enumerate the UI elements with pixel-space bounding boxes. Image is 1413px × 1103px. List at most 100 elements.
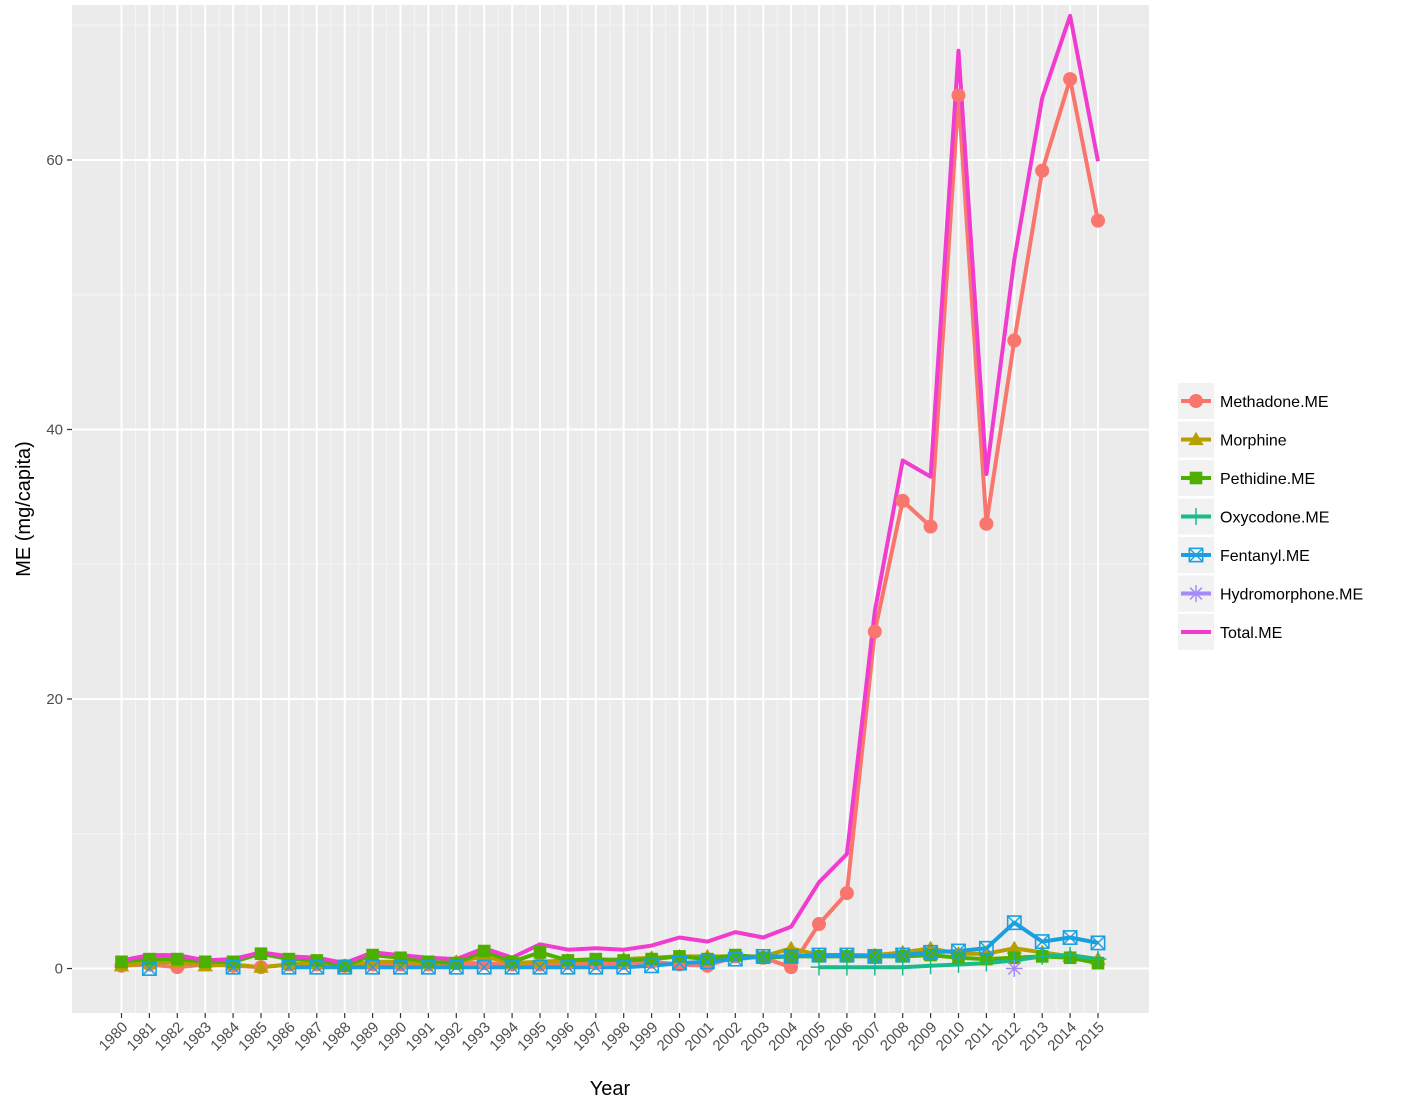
point-pethidine-me [254, 947, 268, 961]
x-tick-label: 1987 [291, 1019, 327, 1055]
point-fentanyl-me-stroke [616, 960, 631, 975]
point-pethidine-me [924, 948, 937, 962]
legend-key-marker-stroke [1188, 547, 1204, 563]
x-tick-label: 2013 [1016, 1019, 1052, 1055]
point-methadone-me [951, 88, 966, 103]
x-tick-label: 2002 [710, 1019, 746, 1055]
point-fentanyl-me [141, 961, 157, 976]
point-pethidine-me [840, 950, 854, 963]
x-tick-label: 1991 [403, 1019, 439, 1055]
point-fentanyl-me-box [476, 959, 492, 975]
point-fentanyl-me [839, 947, 855, 963]
point-fentanyl-me-box [951, 943, 966, 959]
point-fentanyl-me-box [811, 947, 827, 963]
point-fentanyl-me-box [1090, 935, 1106, 951]
point-fentanyl-me-stroke [700, 954, 715, 969]
point-fentanyl-me [895, 947, 911, 963]
point-fentanyl-me-stroke [644, 958, 659, 973]
point-fentanyl-me-box [504, 959, 520, 975]
x-tick-label: 2014 [1044, 1019, 1080, 1055]
point-pethidine-me [896, 950, 909, 963]
point-fentanyl-me-stroke [142, 961, 157, 976]
point-fentanyl-me-stroke [895, 947, 910, 963]
x-tick-label: 1996 [542, 1019, 578, 1055]
point-pethidine-me [533, 946, 547, 959]
grid-minor [72, 5, 1149, 1013]
x-axis: 1980198119821983198419851986198719881989… [96, 1013, 1108, 1054]
point-methadone-me [1007, 333, 1022, 348]
point-fentanyl-me [951, 943, 966, 959]
point-oxycodone-me [922, 957, 939, 975]
x-tick-label: 2001 [682, 1019, 718, 1055]
point-methadone-me [812, 917, 826, 932]
y-tick-label: 40 [46, 421, 63, 438]
x-tick-label: 2007 [849, 1019, 885, 1055]
point-fentanyl-me-box [672, 955, 687, 971]
point-fentanyl-me-stroke [504, 960, 520, 975]
x-tick-label: 2006 [821, 1019, 857, 1055]
point-fentanyl-me [616, 959, 632, 975]
point-methadone-me [867, 624, 882, 639]
point-fentanyl-me [867, 948, 883, 964]
x-tick-label: 1988 [319, 1019, 355, 1055]
point-fentanyl-me [1090, 935, 1106, 951]
point-oxycodone-me [1033, 948, 1051, 965]
point-fentanyl-me-box [1062, 930, 1078, 945]
point-fentanyl-me-box [365, 959, 381, 975]
point-fentanyl-me-stroke [728, 951, 743, 967]
y-tick-label: 60 [46, 152, 63, 169]
x-tick-label: 1984 [207, 1019, 243, 1055]
y-axis: 0 20 40 60 [46, 152, 72, 978]
point-fentanyl-me-stroke [477, 960, 492, 975]
point-morphine [1006, 940, 1022, 954]
point-methadone-me [923, 519, 938, 534]
legend-item-oxycodone-me: Oxycodone.ME [1178, 498, 1329, 535]
point-fentanyl-me-box [867, 948, 883, 964]
x-tick-label: 2008 [877, 1019, 913, 1055]
x-tick-label: 1990 [375, 1019, 411, 1055]
point-pethidine-me [198, 955, 212, 969]
x-tick-label: 2009 [905, 1019, 941, 1055]
point-fentanyl-me-stroke [1035, 934, 1050, 949]
point-pethidine-me [282, 952, 296, 966]
point-fentanyl-me [978, 940, 994, 956]
point-fentanyl-me [783, 948, 799, 964]
legend-key-marker-box [1188, 547, 1204, 563]
x-tick-label: 1992 [431, 1019, 467, 1055]
legend-item-fentanyl-me: Fentanyl.ME [1178, 537, 1310, 573]
point-fentanyl-me-stroke [560, 960, 576, 975]
point-fentanyl-me-box [532, 959, 548, 975]
point-fentanyl-me-stroke [923, 945, 938, 960]
point-fentanyl-me-box [588, 959, 604, 975]
point-fentanyl-me [365, 959, 381, 975]
point-fentanyl-me-box [783, 948, 799, 964]
point-fentanyl-me-box [560, 959, 576, 975]
x-tick-label: 2004 [765, 1019, 801, 1055]
point-fentanyl-me-stroke [225, 960, 241, 975]
legend-label: Oxycodone.ME [1220, 510, 1329, 527]
y-axis-title: ME (mg/capita) [13, 441, 35, 577]
point-fentanyl-me [281, 959, 297, 975]
point-fentanyl-me-stroke [1007, 915, 1022, 930]
point-oxycodone-me [866, 958, 884, 976]
point-fentanyl-me [588, 959, 604, 975]
point-fentanyl-me-box [616, 959, 632, 975]
x-tick-label: 1985 [235, 1019, 271, 1055]
point-fentanyl-me-stroke [393, 960, 408, 975]
x-tick-label: 1995 [514, 1019, 550, 1055]
legend-label: Hydromorphone.ME [1220, 587, 1363, 604]
x-tick-label: 1998 [598, 1019, 634, 1055]
point-fentanyl-me-stroke [309, 960, 324, 975]
point-fentanyl-me-box [895, 947, 911, 963]
point-fentanyl-me [532, 959, 548, 975]
x-tick-label: 1980 [96, 1019, 132, 1055]
point-fentanyl-me [923, 944, 939, 960]
point-fentanyl-me-box [1034, 934, 1050, 950]
legend-item-morphine: Morphine [1178, 421, 1287, 458]
point-fentanyl-me-box [1006, 915, 1022, 931]
x-tick-label: 2012 [989, 1019, 1025, 1055]
legend-key-marker [1188, 431, 1204, 446]
point-fentanyl-me-stroke [811, 947, 827, 963]
x-tick-label: 1994 [486, 1019, 522, 1055]
